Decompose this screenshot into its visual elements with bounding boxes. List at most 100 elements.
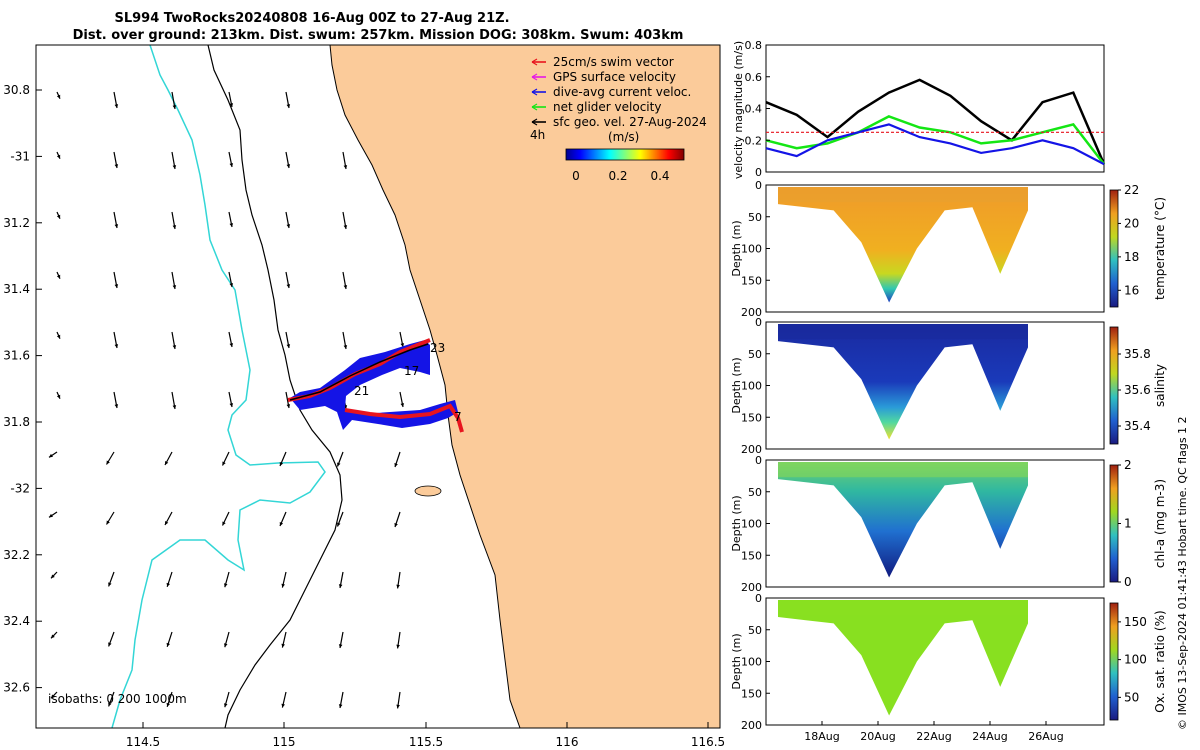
vector-arrowhead [229, 103, 234, 107]
velocity-y-axis: 0 0.2 0.4 0.6 0.8 [745, 39, 770, 179]
map-y-axis: 30.8 -31 31.2 31.4 31.6 31.8 -32 32.2 32.4 32.6 [3, 83, 42, 695]
depth-colorbar [1109, 189, 1119, 308]
depth-ytick-label: 0 [755, 316, 762, 329]
dive-avg-current-track [290, 340, 458, 430]
depth-colorbar [1109, 326, 1119, 445]
depth-ytick-label: 50 [748, 624, 762, 637]
velocity-ytick-label: 0.2 [745, 134, 763, 147]
map-xtick-label: 116 [556, 735, 579, 749]
vector-arrowhead [56, 154, 61, 159]
colorbar-label: salinity [1153, 364, 1167, 407]
vector-arrowhead [166, 642, 171, 647]
vector-arrowhead [394, 463, 398, 467]
colorbar-tick-0.2: 0.2 [608, 169, 627, 183]
map-ytick-label: 31.4 [3, 282, 30, 296]
depth-ytick-label: 200 [741, 719, 762, 732]
time-xtick-label: 18Aug [804, 730, 839, 743]
map-ytick-label: 31.2 [3, 216, 30, 230]
legend-label: net glider velocity [553, 100, 661, 114]
legend-label: dive-avg current veloc. [553, 85, 691, 99]
time-step-label: 4h [530, 128, 545, 142]
map-xtick-label: 115 [273, 735, 296, 749]
colorbar-tick-label: 35.4 [1124, 419, 1151, 433]
vector-arrowhead [394, 523, 398, 527]
vector-arrowhead [281, 583, 285, 588]
colorbar-tick-0.4: 0.4 [650, 169, 669, 183]
vector-arrowhead [114, 224, 119, 228]
velocity-series-line [765, 115, 1105, 165]
velocity-vector-field [48, 91, 405, 709]
depth-ylabel: Depth (m) [730, 357, 743, 413]
map-xtick-label: 114.5 [126, 735, 160, 749]
vector-arrowhead [229, 163, 234, 167]
legend-arrowhead [531, 73, 538, 81]
vector-arrowhead [165, 461, 169, 465]
vector-arrowhead [396, 644, 400, 649]
vector-arrowhead [286, 404, 291, 408]
vector-arrowhead [281, 703, 285, 708]
colorbar-tick-label: 1 [1124, 517, 1132, 531]
depth-panel-1: 0 50 100 150 200 Depth (m) 35.4 35.6 35.8salinit… [730, 316, 1167, 456]
vector-arrowhead [338, 584, 343, 588]
vector-arrowhead [108, 702, 112, 707]
colorbar-tick-label: 150 [1124, 615, 1147, 629]
vector-arrowhead [343, 225, 348, 229]
vector-arrowhead [223, 583, 228, 588]
speed-colorbar [565, 148, 685, 161]
vector-arrowhead [114, 164, 119, 168]
depth-ytick-label: 50 [748, 348, 762, 361]
depth-ytick-label: 150 [741, 687, 762, 700]
legend-arrowhead [531, 103, 538, 111]
vector-arrowhead [172, 225, 177, 229]
vector-arrowhead [56, 214, 61, 219]
vector-arrowhead [338, 704, 343, 708]
map-panel: 23 17 21 7 114.5 115 115.5 116 116.5 30.8 -31… [3, 44, 725, 749]
glider-track [287, 338, 464, 433]
time-xtick-label: 24Aug [972, 730, 1007, 743]
vector-arrowhead [56, 334, 61, 339]
depth-panel-3: 0 50 100 150 200 Depth (m) 50 100 150 Ox. sat. ra… [730, 592, 1167, 732]
map-ytick-label: -31 [10, 149, 30, 163]
map-xtick-label: 115.5 [409, 735, 443, 749]
map-ytick-label: 32.4 [3, 614, 30, 628]
vector-arrowhead [49, 453, 53, 458]
vector-arrowhead [166, 702, 171, 707]
depth-ytick-label: 200 [741, 443, 762, 456]
legend-arrowhead [531, 88, 538, 96]
vector-arrowhead [172, 165, 177, 169]
isobath-1000m [111, 45, 326, 728]
vector-arrowhead [343, 285, 348, 289]
title-line2: Dist. over ground: 213km. Dist. swum: 25… [73, 28, 684, 43]
depth-ytick-label: 0 [755, 179, 762, 192]
legend-label: GPS surface velocity [553, 70, 676, 84]
depth-panel-0: 0 50 100 150 200 Depth (m) 16 18 20 22 temperature… [730, 179, 1167, 319]
map-ytick-label: 31.8 [3, 415, 30, 429]
isobaths-label: isobaths: 0 200 1000m [48, 692, 187, 706]
vector-arrowhead [343, 165, 348, 169]
vector-arrowhead [114, 344, 119, 348]
vector-arrowhead [286, 284, 291, 288]
swim-vector-track [287, 338, 464, 433]
vector-arrowhead [286, 164, 291, 168]
vector-arrowhead [114, 284, 119, 288]
vector-arrowhead [49, 513, 53, 518]
colorbar-tick-label: 100 [1124, 653, 1147, 667]
depth-ytick-label: 0 [755, 454, 762, 467]
depth-ytick-label: 150 [741, 549, 762, 562]
vector-arrowhead [337, 462, 341, 467]
depth-panel-2: 0 50 100 150 200 Depth (m) 0 1 2 chl-a (mg m-3) [730, 454, 1167, 594]
island-shape [414, 485, 442, 497]
velocity-ytick-label: 0 [755, 166, 762, 179]
vector-arrowhead [51, 634, 55, 639]
depth-ytick-label: 100 [741, 243, 762, 256]
colorbar-tick-label: 18 [1124, 250, 1139, 264]
footer-credit: © IMOS 13-Sep-2024 01:41:43 Hobart time.… [1176, 416, 1189, 730]
map-x-axis: 114.5 115 115.5 116 116.5 [126, 722, 725, 749]
vector-arrowhead [56, 394, 61, 399]
velocity-series [765, 78, 1106, 166]
vector-arrowhead [229, 343, 234, 347]
vector-arrowhead [56, 94, 61, 99]
depth-ylabel: Depth (m) [730, 495, 743, 551]
map-ytick-label: -32 [10, 481, 30, 495]
